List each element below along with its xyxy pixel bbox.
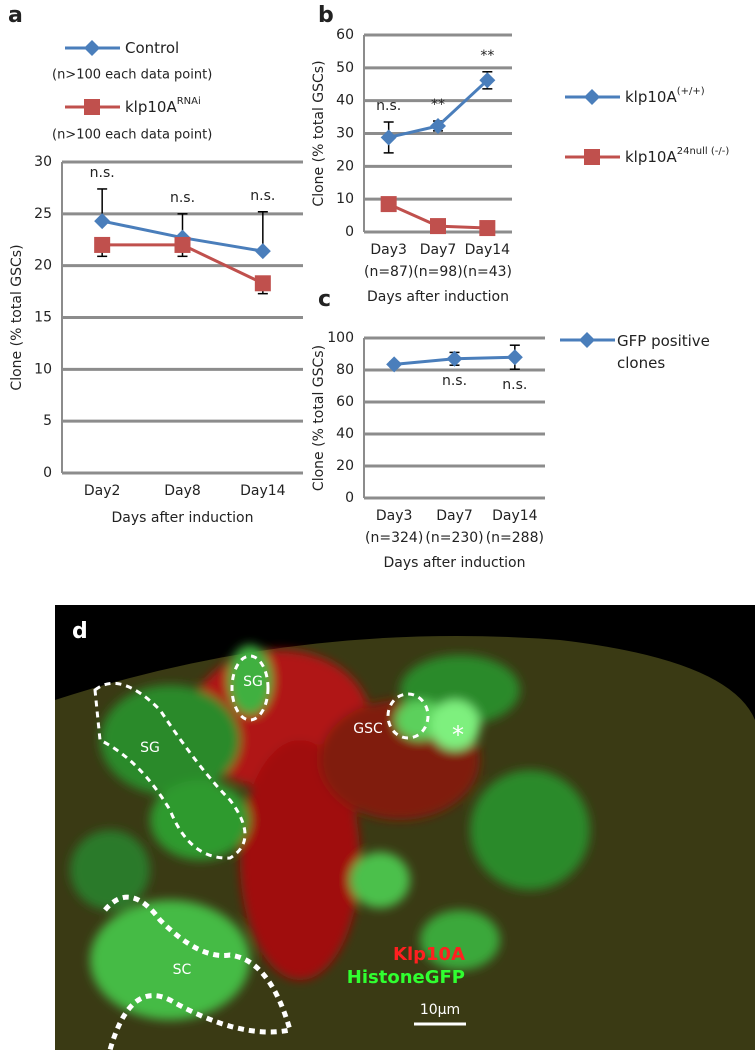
y-tick-label: 25 — [34, 206, 52, 222]
marker — [479, 72, 496, 89]
marker — [430, 117, 446, 134]
y-tick-label: 100 — [327, 330, 354, 346]
x-tick-note: (n=288) — [486, 530, 544, 546]
x-tick-label: Day3 — [370, 242, 407, 258]
legend-sup: (+/+) — [677, 86, 705, 97]
y-tick-label: 15 — [34, 310, 52, 326]
micrograph — [55, 605, 755, 1050]
y-tick-label: 20 — [336, 458, 354, 474]
y-tick-label: 5 — [43, 413, 52, 429]
channel-label: Klp10A — [393, 944, 465, 965]
marker — [506, 349, 523, 366]
annotation: ** — [431, 97, 445, 113]
legend-sup: RNAi — [177, 96, 201, 107]
x-axis-title: Days after induction — [112, 510, 254, 526]
marker — [84, 40, 100, 56]
x-axis-title: Days after induction — [384, 555, 526, 571]
y-axis-title: Clone (% total GSCs) — [311, 345, 327, 491]
marker — [446, 350, 463, 367]
panel-label: d — [72, 619, 88, 644]
y-tick-label: 30 — [34, 154, 52, 170]
marker — [579, 332, 595, 348]
y-tick-label: 0 — [345, 490, 354, 506]
legend-name: klp10A — [625, 88, 677, 106]
marker — [84, 99, 100, 115]
marker — [386, 356, 403, 373]
y-tick-label: 40 — [336, 93, 354, 109]
y-axis-title: Clone (% total GSCs) — [9, 244, 25, 390]
y-tick-label: 20 — [34, 258, 52, 274]
legend-label: Control — [125, 39, 179, 57]
y-tick-label: 20 — [336, 158, 354, 174]
legend-label: klp10ARNAi — [125, 96, 201, 116]
x-tick-note: (n=324) — [365, 530, 423, 546]
x-tick-label: Day3 — [376, 508, 413, 524]
image-label: GSC — [353, 721, 383, 737]
image-label: SC — [173, 962, 192, 978]
marker — [380, 196, 397, 213]
image-label: SG — [140, 740, 160, 756]
y-tick-label: 80 — [336, 362, 354, 378]
channel-label: HistoneGFP — [347, 967, 465, 988]
x-tick-label: Day2 — [84, 483, 121, 499]
y-tick-label: 30 — [336, 126, 354, 142]
y-tick-label: 10 — [34, 361, 52, 377]
marker — [584, 149, 600, 165]
y-tick-label: 40 — [336, 426, 354, 442]
x-tick-label: Day7 — [436, 508, 473, 524]
x-tick-note: (n=43) — [463, 264, 512, 280]
annotation: n.s. — [170, 190, 195, 206]
x-tick-note: (n=98) — [413, 264, 462, 280]
legend-name: Control — [125, 39, 179, 57]
panel-label: c — [318, 287, 331, 312]
legend-name: klp10A — [625, 148, 677, 166]
annotation: ** — [480, 48, 494, 64]
legend-name: klp10A — [125, 98, 177, 116]
y-tick-label: 0 — [345, 224, 354, 240]
image-label: * — [452, 721, 464, 749]
legend-label: klp10A(+/+) — [625, 86, 705, 106]
legend-sup: 24null (-/-) — [677, 146, 730, 157]
y-tick-label: 0 — [43, 465, 52, 481]
y-axis-title: Clone (% total GSCs) — [311, 60, 327, 206]
marker — [254, 243, 271, 260]
marker — [479, 220, 496, 237]
x-tick-label: Day14 — [492, 508, 538, 524]
marker — [94, 213, 111, 230]
annotation: n.s. — [376, 98, 401, 114]
x-tick-label: Day8 — [164, 483, 201, 499]
marker — [94, 236, 111, 253]
panel-label: b — [318, 3, 334, 28]
x-tick-label: Day7 — [420, 242, 457, 258]
annotation: n.s. — [90, 165, 115, 181]
scale-label: 10μm — [420, 1002, 460, 1018]
marker — [380, 129, 397, 146]
y-tick-label: 60 — [336, 27, 354, 43]
x-tick-label: Day14 — [240, 483, 286, 499]
legend-note: (n>100 each data point) — [52, 68, 212, 83]
image-label: SG — [243, 674, 263, 690]
panel-label: a — [8, 3, 23, 28]
y-tick-label: 50 — [336, 60, 354, 76]
marker — [430, 218, 446, 235]
annotation: n.s. — [442, 373, 467, 389]
legend-label: klp10A24null (-/-) — [625, 146, 729, 166]
x-tick-note: (n=230) — [425, 530, 483, 546]
marker — [254, 275, 271, 292]
x-axis-title: Days after induction — [367, 289, 509, 305]
annotation: n.s. — [502, 377, 527, 393]
x-tick-label: Day14 — [465, 242, 511, 258]
y-tick-label: 60 — [336, 394, 354, 410]
x-tick-note: (n=87) — [364, 264, 413, 280]
legend-note: (n>100 each data point) — [52, 128, 212, 143]
legend-box: GFP positive clones — [617, 332, 710, 372]
marker — [584, 89, 600, 105]
annotation: n.s. — [250, 188, 275, 204]
legend-label: GFP positive clones — [617, 332, 710, 372]
y-tick-label: 10 — [336, 191, 354, 207]
marker — [174, 236, 191, 253]
